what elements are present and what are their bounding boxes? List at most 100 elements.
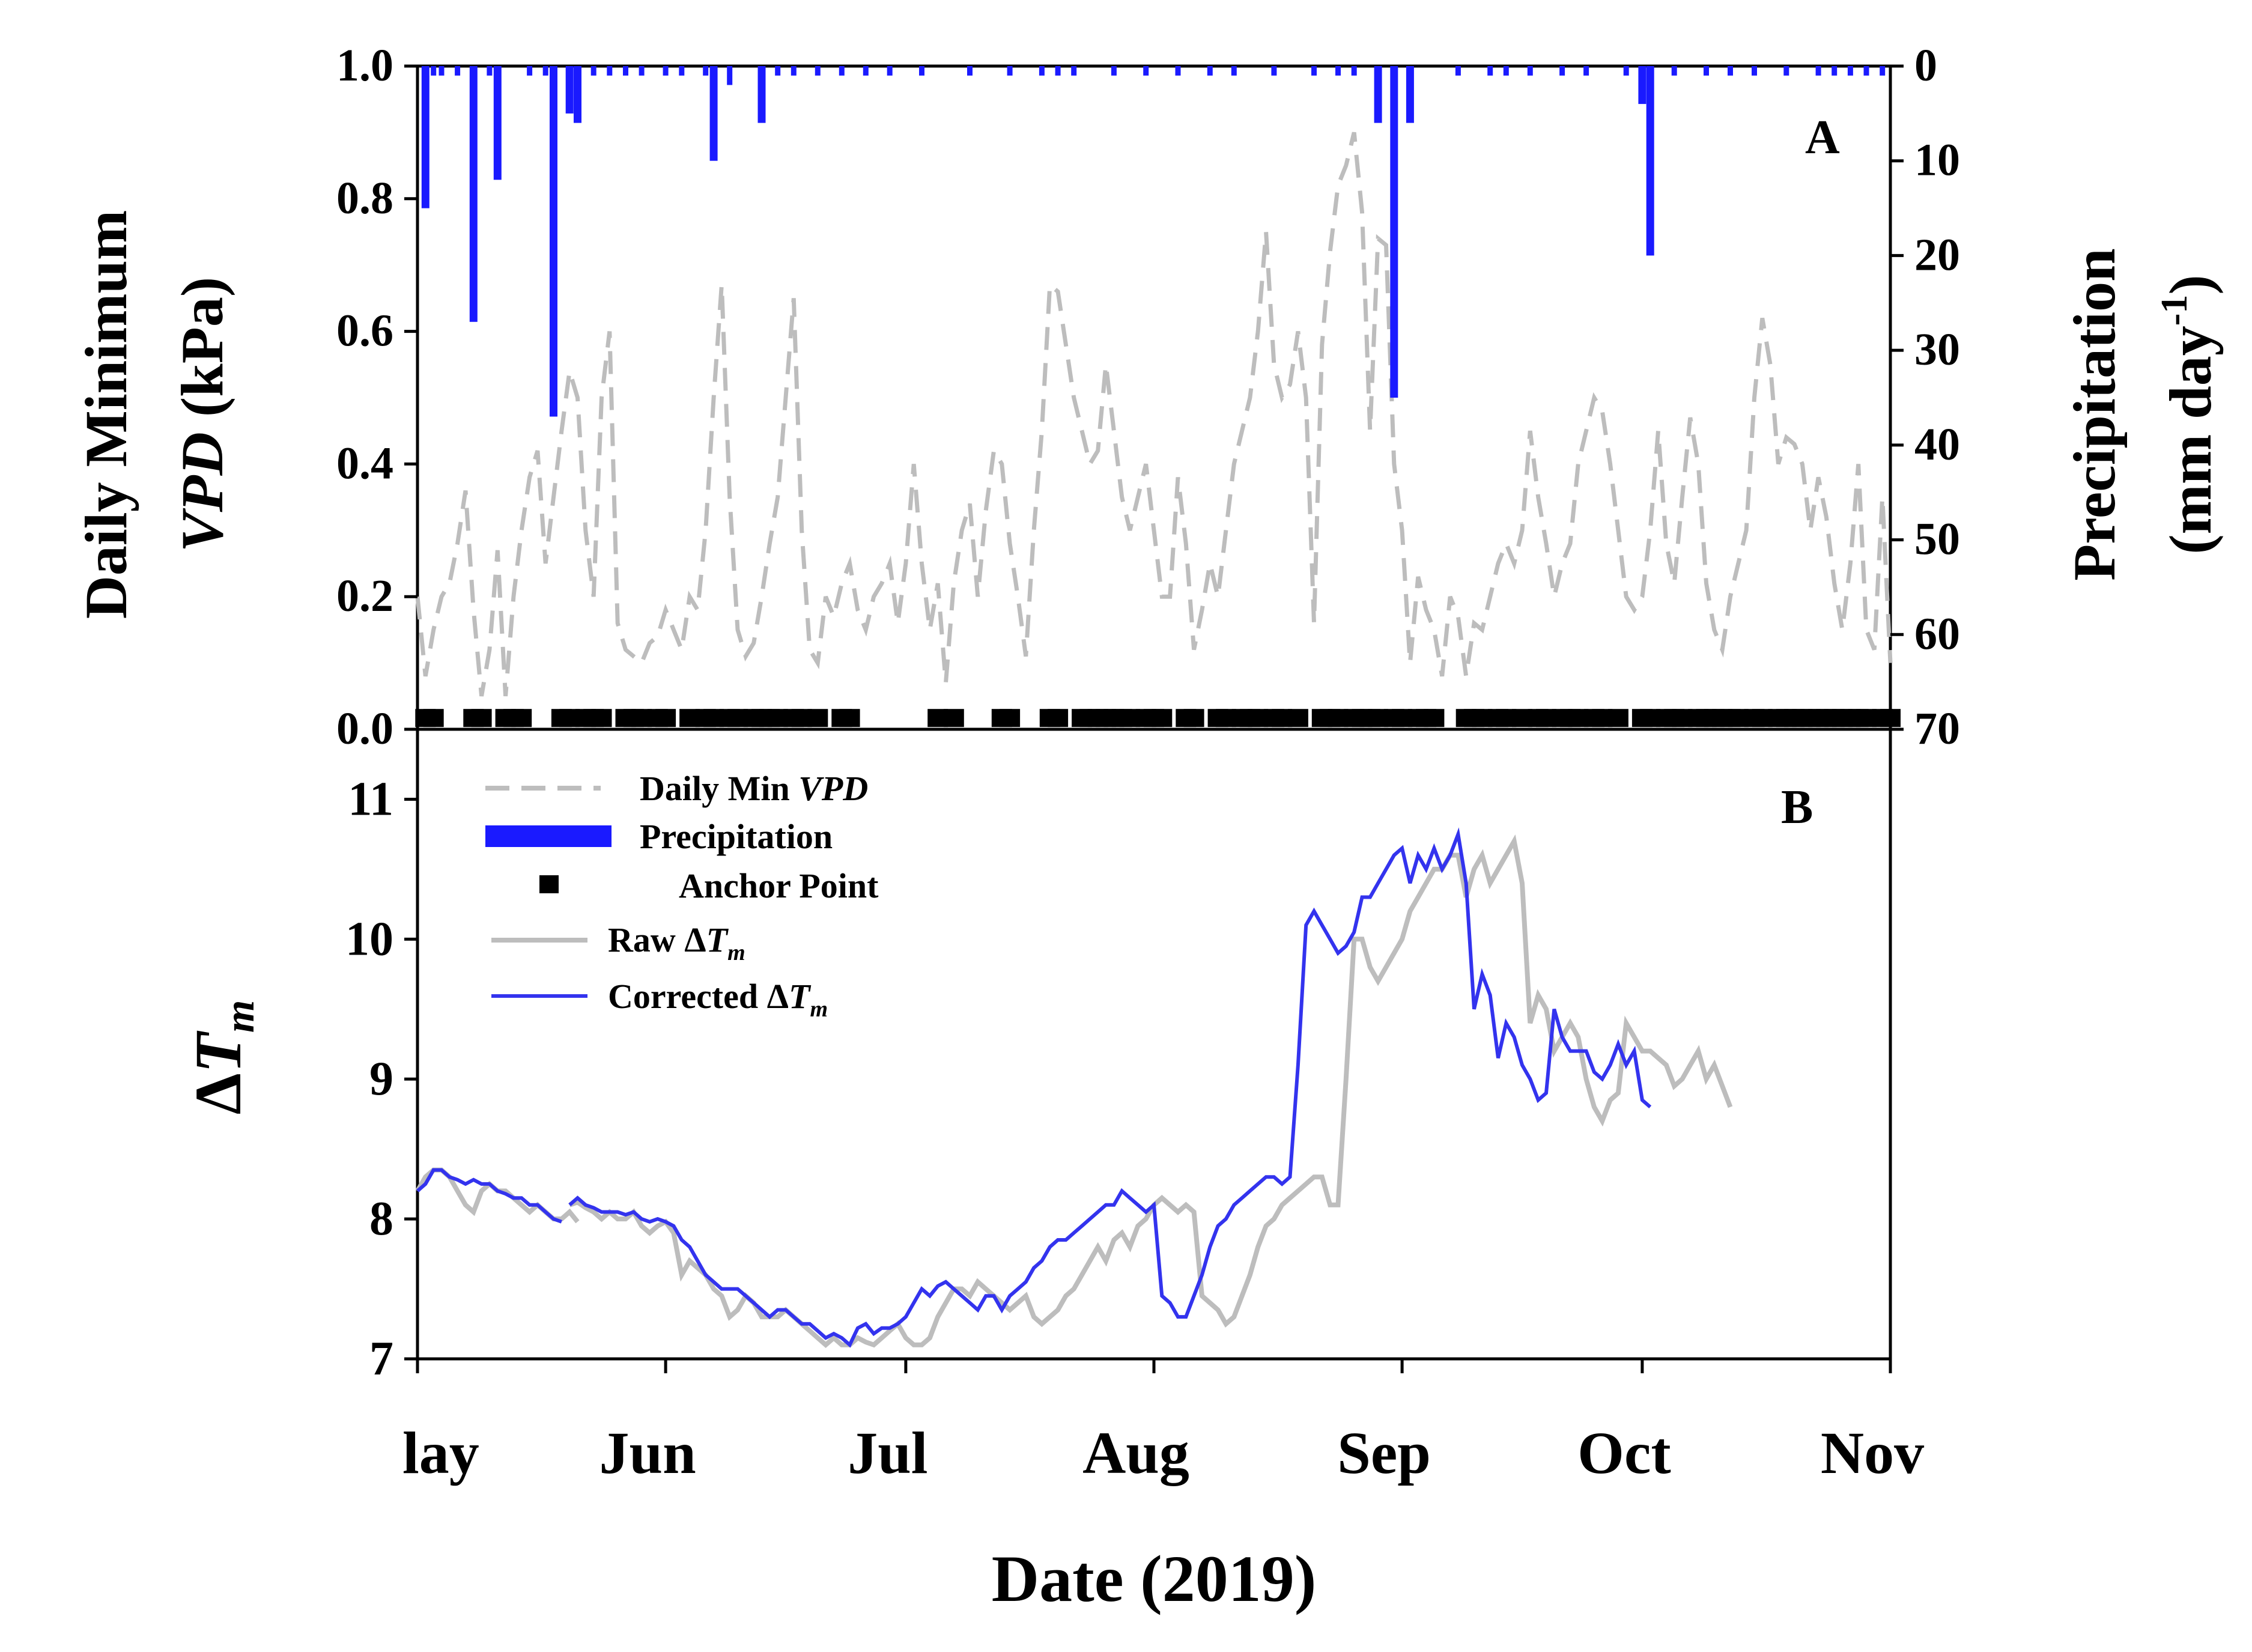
legend-label-raw-t: T: [706, 920, 729, 959]
y-tick-label: 0.2: [336, 571, 393, 621]
y2-axis-title-close: ): [2157, 275, 2224, 294]
x-tick-label: Oct: [1577, 1420, 1671, 1486]
legend-label-anchor: Anchor Point: [679, 866, 879, 905]
precipitation-bar: [1111, 66, 1117, 76]
legend-label-corrected-t: T: [789, 977, 812, 1016]
y2-axis-title-line1: Precipitation: [2061, 248, 2128, 581]
legend-swatch-anchor: [539, 875, 559, 893]
legend-label-corrected-text: Corrected Δ: [608, 977, 789, 1016]
raw-dtm-line: [568, 834, 1733, 1348]
anchor-point-marker: [655, 709, 676, 727]
precipitation-bar: [590, 66, 596, 76]
y-axis-delta: Δ: [181, 1073, 255, 1114]
precipitation-bar: [1390, 66, 1398, 398]
legend-label-raw-text: Raw Δ: [608, 920, 706, 959]
legend-label-raw: Raw ΔTm: [608, 920, 745, 965]
x-tick-label: Aug: [1082, 1420, 1189, 1486]
precipitation-bar: [727, 66, 733, 85]
y2-tick-label: 50: [1914, 514, 1960, 565]
precipitation-bar: [542, 66, 548, 76]
y-axis-title-line2: VPD (kPa): [169, 277, 235, 552]
precipitation-bar: [469, 66, 478, 322]
precipitation-bar: [1351, 66, 1357, 76]
precipitation-bar: [1455, 66, 1461, 76]
precipitation-bar: [1311, 66, 1317, 76]
precipitation-bar: [1055, 66, 1061, 76]
x-tick-label: Jul: [848, 1420, 927, 1486]
precipitation-bar: [421, 66, 429, 208]
panel-a-right-axis-ticks: 0 10 20 30 40 50 60 70: [1890, 40, 1960, 754]
panel-a-y2-axis-title: Precipitation (mm day-1): [2061, 248, 2224, 581]
y-tick-label: 7: [369, 1332, 393, 1385]
legend-entry-anchor: Anchor Point: [539, 866, 879, 905]
x-tick-label: Sep: [1337, 1420, 1431, 1486]
y2-tick-label: 20: [1914, 229, 1960, 280]
precipitation-bar: [1559, 66, 1565, 76]
precipitation-bar: [1503, 66, 1509, 76]
y-tick-label: 10: [345, 913, 393, 965]
anchor-point-marker: [1152, 709, 1173, 727]
x-tick-label: lay: [402, 1420, 479, 1486]
anchor-point-marker: [839, 709, 860, 727]
precipitation-bar: [1487, 66, 1493, 76]
anchor-point-marker: [1287, 709, 1308, 727]
anchor-point-marker: [807, 709, 828, 727]
raw-dtm-line: [415, 1167, 580, 1224]
y-tick-label: 0.4: [336, 438, 393, 488]
panel-b-y-axis-title: ΔTm: [181, 1000, 263, 1115]
legend-entry-corrected: Corrected ΔTm: [491, 977, 828, 1022]
y-tick-label: 0.8: [336, 173, 393, 223]
precipitation-bar: [623, 66, 628, 76]
y2-axis-title-sup: -1: [2154, 295, 2195, 326]
y2-tick-label: 70: [1914, 703, 1960, 754]
x-axis-title: Date (2019): [992, 1542, 1317, 1615]
y-axis-sub-m: m: [217, 1000, 263, 1033]
y-axis-t: T: [181, 1030, 255, 1073]
y2-tick-label: 30: [1914, 324, 1960, 375]
anchor-point-marker: [943, 709, 964, 727]
corrected-dtm-line: [568, 827, 1652, 1348]
y-tick-label: 8: [369, 1192, 393, 1245]
anchor-point-marker: [1048, 709, 1069, 727]
y-axis-title-unit: (kPa): [169, 277, 235, 432]
precipitation-bar: [527, 66, 533, 76]
legend: Daily Min VPD Precipitation Anchor Point…: [485, 769, 879, 1022]
precipitation-bar: [1335, 66, 1341, 76]
precipitation-bar: [1752, 66, 1757, 76]
precipitation-bar: [1815, 66, 1821, 76]
precipitation-bar: [967, 66, 973, 76]
precipitation-bar: [1623, 66, 1629, 76]
corrected-dtm-series: [416, 827, 1652, 1348]
anchor-point-marker: [1183, 709, 1204, 727]
precipitation-bar: [1671, 66, 1677, 76]
precipitation-bar: [679, 66, 685, 76]
x-tick-label: Nov: [1821, 1420, 1924, 1486]
precipitation-bar: [839, 66, 845, 76]
legend-label-precipitation: Precipitation: [640, 817, 833, 856]
precipitation-bar: [1207, 66, 1213, 76]
legend-label-raw-m: m: [727, 940, 745, 965]
x-axis-ticks: lay Jun Jul Aug Sep Oct Nov: [402, 1359, 1924, 1486]
anchor-point-marker: [1424, 709, 1445, 727]
anchor-point-marker: [471, 709, 492, 727]
precipitation-bar: [1071, 66, 1077, 76]
precipitation-bar: [703, 66, 709, 76]
precipitation-bar: [775, 66, 781, 76]
legend-label-vpd: Daily Min VPD: [640, 769, 868, 808]
precipitation-series: [421, 66, 1886, 417]
y2-tick-label: 60: [1914, 609, 1960, 659]
precipitation-bar: [919, 66, 924, 76]
precipitation-bar: [1704, 66, 1709, 76]
panel-b-label: B: [1781, 781, 1813, 834]
vpd-line: [415, 132, 1893, 697]
precipitation-bar: [1374, 66, 1382, 123]
precipitation-bar: [663, 66, 669, 76]
precipitation-bar: [1646, 66, 1654, 256]
y-axis-title-line1: Daily Minimum: [73, 210, 139, 619]
precipitation-bar: [1728, 66, 1733, 76]
panel-a-frame: [416, 64, 1892, 731]
y-tick-label: 11: [348, 773, 393, 825]
precipitation-bar: [487, 66, 493, 76]
precipitation-bar: [1007, 66, 1013, 76]
